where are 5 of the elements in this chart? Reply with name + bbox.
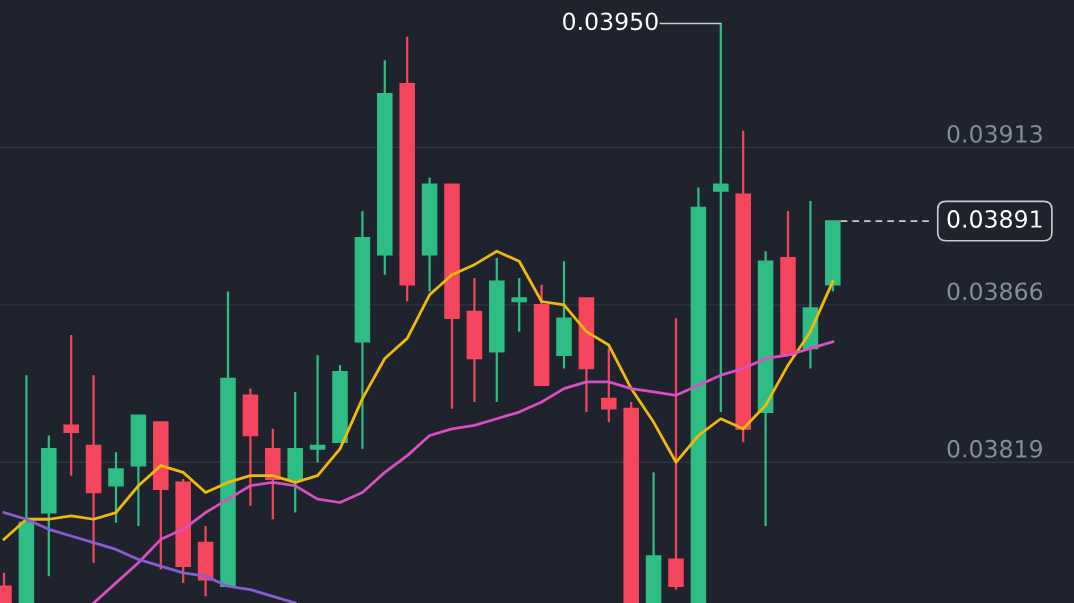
ref-line-label: 0.03891 [947,210,1042,228]
y-tick-label: 0.03819 [947,439,1042,458]
y-tick-label: 0.03913 [947,124,1042,143]
y-tick-label: 0.03866 [947,282,1043,301]
annotation: 0.03950 [563,12,658,31]
